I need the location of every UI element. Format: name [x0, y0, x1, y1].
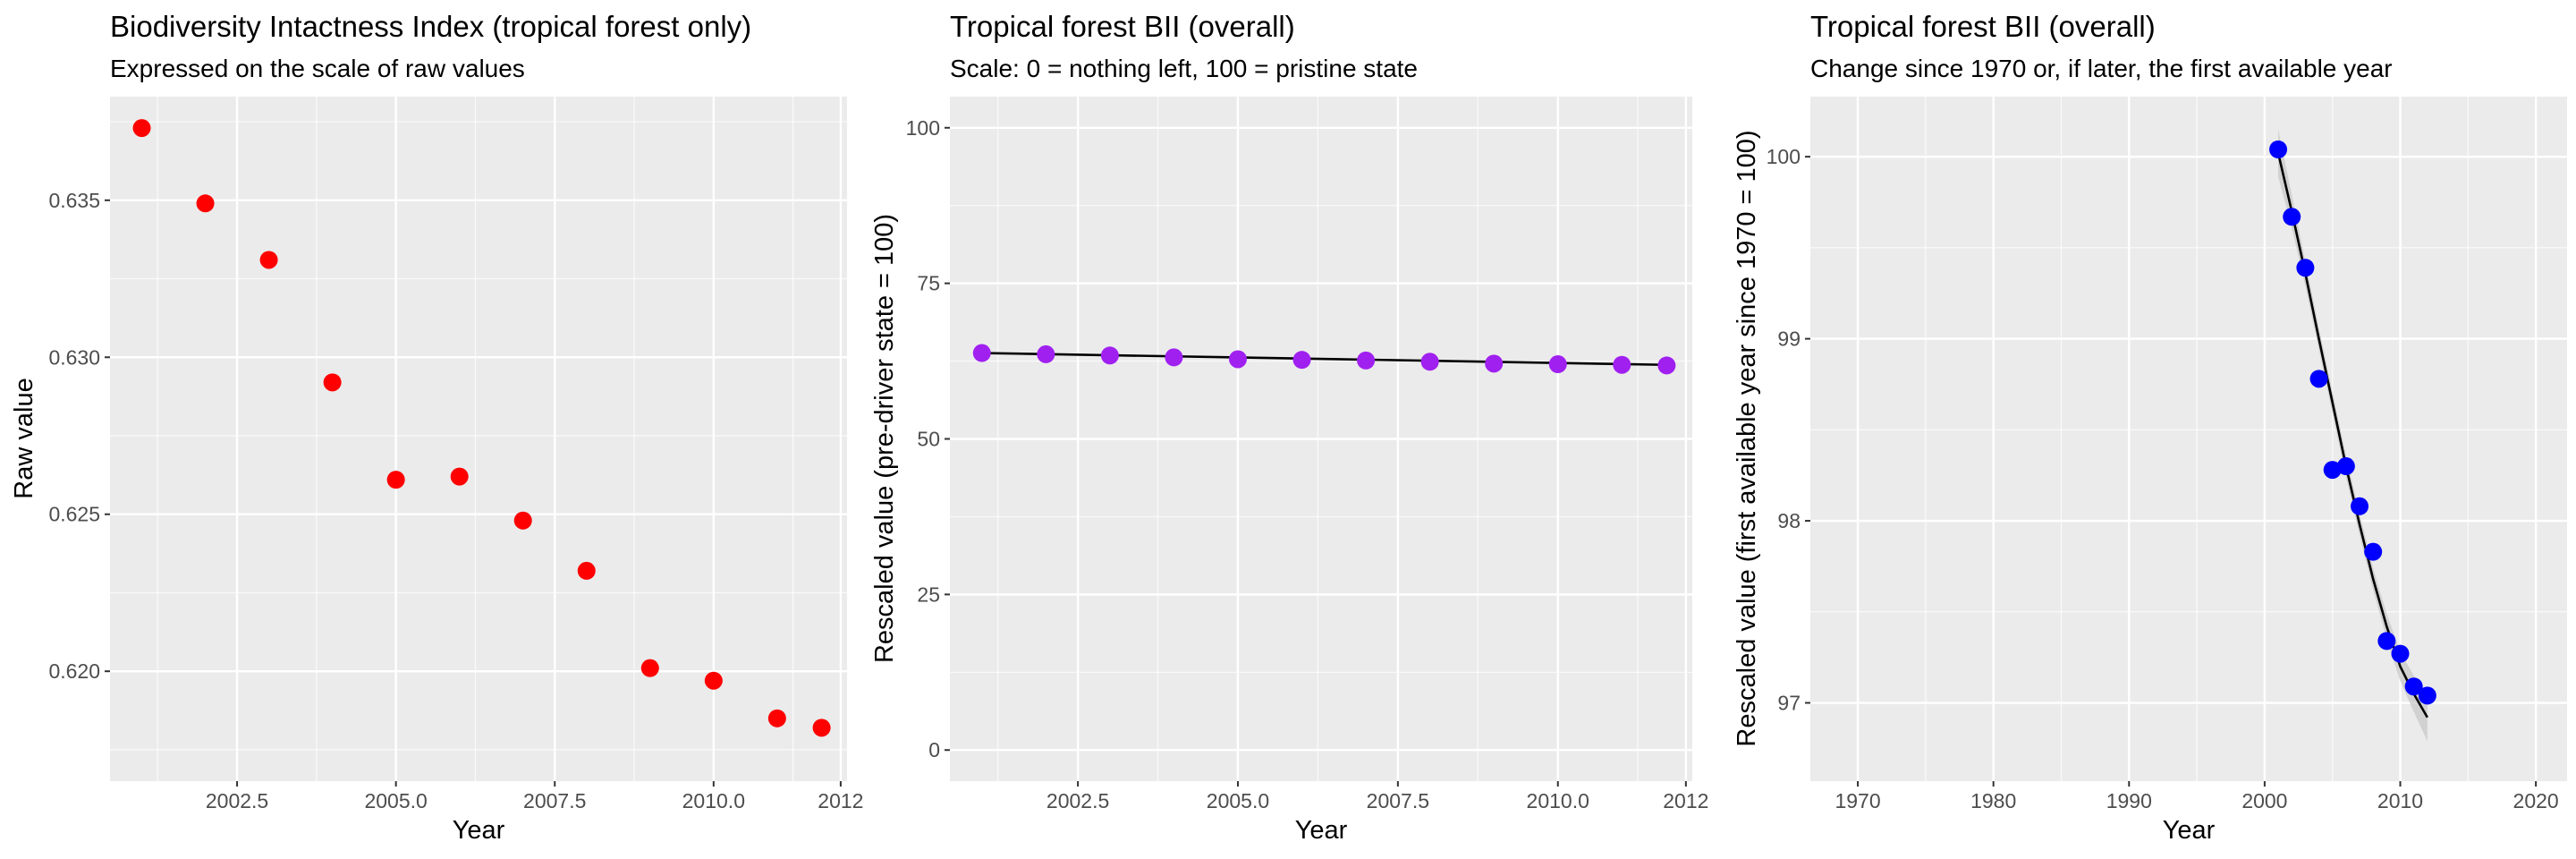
- data-point: [2364, 542, 2383, 561]
- chart-title: Tropical forest BII (overall): [950, 10, 1295, 43]
- data-point: [2336, 457, 2355, 476]
- data-point: [577, 561, 596, 580]
- y-tick-label: 98: [1777, 509, 1801, 532]
- data-points: [2269, 140, 2436, 705]
- data-point: [450, 467, 469, 486]
- x-tick-label: 2005.0: [1207, 789, 1269, 812]
- data-point: [2296, 259, 2315, 277]
- chart-title: Biodiversity Intactness Index (tropical …: [110, 10, 751, 43]
- y-tick-label: 99: [1777, 327, 1801, 351]
- data-point: [2309, 370, 2328, 388]
- data-point: [132, 119, 151, 138]
- data-point: [2269, 140, 2288, 159]
- y-axis-title: Rescaled value (first available year sin…: [1733, 130, 1761, 746]
- data-point: [767, 709, 786, 727]
- x-tick-label: 2020: [2513, 789, 2559, 812]
- x-tick-labels: 2002.5 2005.0 2007.5 2010.0 2012: [206, 781, 863, 812]
- x-tick-label: 2007.5: [523, 789, 586, 812]
- data-point: [2323, 461, 2342, 480]
- x-axis-title: Year: [1295, 816, 1348, 845]
- x-tick-labels: 2002.5 2005.0 2007.5 2010.0 2012: [1046, 781, 1708, 812]
- y-tick-labels: 97 98 99 100: [1767, 145, 1810, 715]
- data-point: [196, 194, 215, 213]
- x-tick-label: 2007.5: [1367, 789, 1429, 812]
- x-tick-label: 1970: [1835, 789, 1880, 812]
- gridlines: [110, 97, 847, 781]
- y-tick-label: 100: [1767, 145, 1801, 168]
- y-axis-title: Raw value: [10, 378, 38, 498]
- data-point: [1420, 353, 1439, 371]
- data-point: [1357, 351, 1376, 370]
- chart-panel-rescaled: Tropical forest BII (overall) Scale: 0 =…: [870, 10, 1708, 845]
- data-point: [1613, 355, 1631, 374]
- data-point: [2351, 497, 2369, 515]
- data-point: [1165, 348, 1183, 367]
- y-tick-label: 0.635: [48, 189, 100, 212]
- y-tick-label: 0.630: [48, 345, 100, 369]
- x-tick-label: 1980: [1970, 789, 2016, 812]
- y-axis-title: Rescaled value (pre-driver state = 100): [870, 214, 899, 663]
- data-point: [259, 251, 278, 269]
- data-point: [704, 671, 723, 690]
- chart-panel-raw: Biodiversity Intactness Index (tropical …: [10, 10, 863, 845]
- data-point: [513, 511, 532, 530]
- data-point: [2404, 677, 2423, 696]
- x-tick-label: 2012: [1663, 789, 1708, 812]
- x-axis-title: Year: [453, 816, 505, 845]
- chart-panel-change: Tropical forest BII (overall) Change sin…: [1733, 10, 2567, 845]
- chart-subtitle: Expressed on the scale of raw values: [110, 55, 525, 82]
- y-tick-label: 75: [917, 272, 940, 295]
- data-point: [1037, 344, 1055, 363]
- x-tick-label: 2010.0: [682, 789, 745, 812]
- x-tick-label: 1990: [2106, 789, 2152, 812]
- data-point: [1228, 350, 1247, 369]
- x-tick-label: 2005.0: [364, 789, 427, 812]
- data-point: [640, 659, 659, 677]
- data-point: [1548, 355, 1567, 374]
- y-tick-labels: 0 25 50 75 100: [906, 116, 950, 761]
- x-tick-label: 2000: [2241, 789, 2287, 812]
- data-point: [2391, 644, 2410, 663]
- x-tick-label: 2002.5: [206, 789, 268, 812]
- plot-background: [110, 97, 847, 781]
- gridlines: [950, 97, 1692, 781]
- x-tick-label: 2012: [818, 789, 863, 812]
- y-tick-label: 0: [928, 738, 940, 761]
- x-tick-label: 2010.0: [1527, 789, 1589, 812]
- data-point: [1292, 351, 1311, 370]
- data-point: [1657, 356, 1676, 375]
- x-tick-label: 2010: [2377, 789, 2423, 812]
- data-point: [2418, 686, 2436, 705]
- data-points: [972, 344, 1676, 375]
- y-tick-labels: 0.620 0.625 0.630 0.635: [48, 189, 110, 683]
- x-tick-labels: 1970 1980 1990 2000 2010 2020: [1835, 781, 2559, 812]
- data-point: [1100, 346, 1119, 365]
- data-points: [132, 119, 831, 737]
- gridlines: [1810, 97, 2567, 781]
- y-tick-label: 100: [906, 116, 940, 140]
- data-point: [1485, 354, 1504, 373]
- y-tick-label: 0.620: [48, 659, 100, 683]
- y-tick-label: 25: [917, 583, 940, 606]
- data-point: [972, 344, 991, 362]
- data-point: [386, 471, 405, 489]
- data-point: [812, 719, 831, 737]
- data-point: [2377, 632, 2396, 651]
- y-tick-label: 50: [917, 428, 940, 451]
- data-point: [2283, 208, 2301, 226]
- plot-background: [1810, 97, 2567, 781]
- y-tick-label: 0.625: [48, 503, 100, 526]
- x-axis-title: Year: [2163, 816, 2216, 845]
- x-tick-label: 2002.5: [1046, 789, 1109, 812]
- data-point: [323, 373, 342, 392]
- chart-title: Tropical forest BII (overall): [1810, 10, 2156, 43]
- chart-subtitle: Scale: 0 = nothing left, 100 = pristine …: [950, 55, 1418, 82]
- y-tick-label: 97: [1777, 692, 1801, 715]
- chart-subtitle: Change since 1970 or, if later, the firs…: [1810, 55, 2393, 82]
